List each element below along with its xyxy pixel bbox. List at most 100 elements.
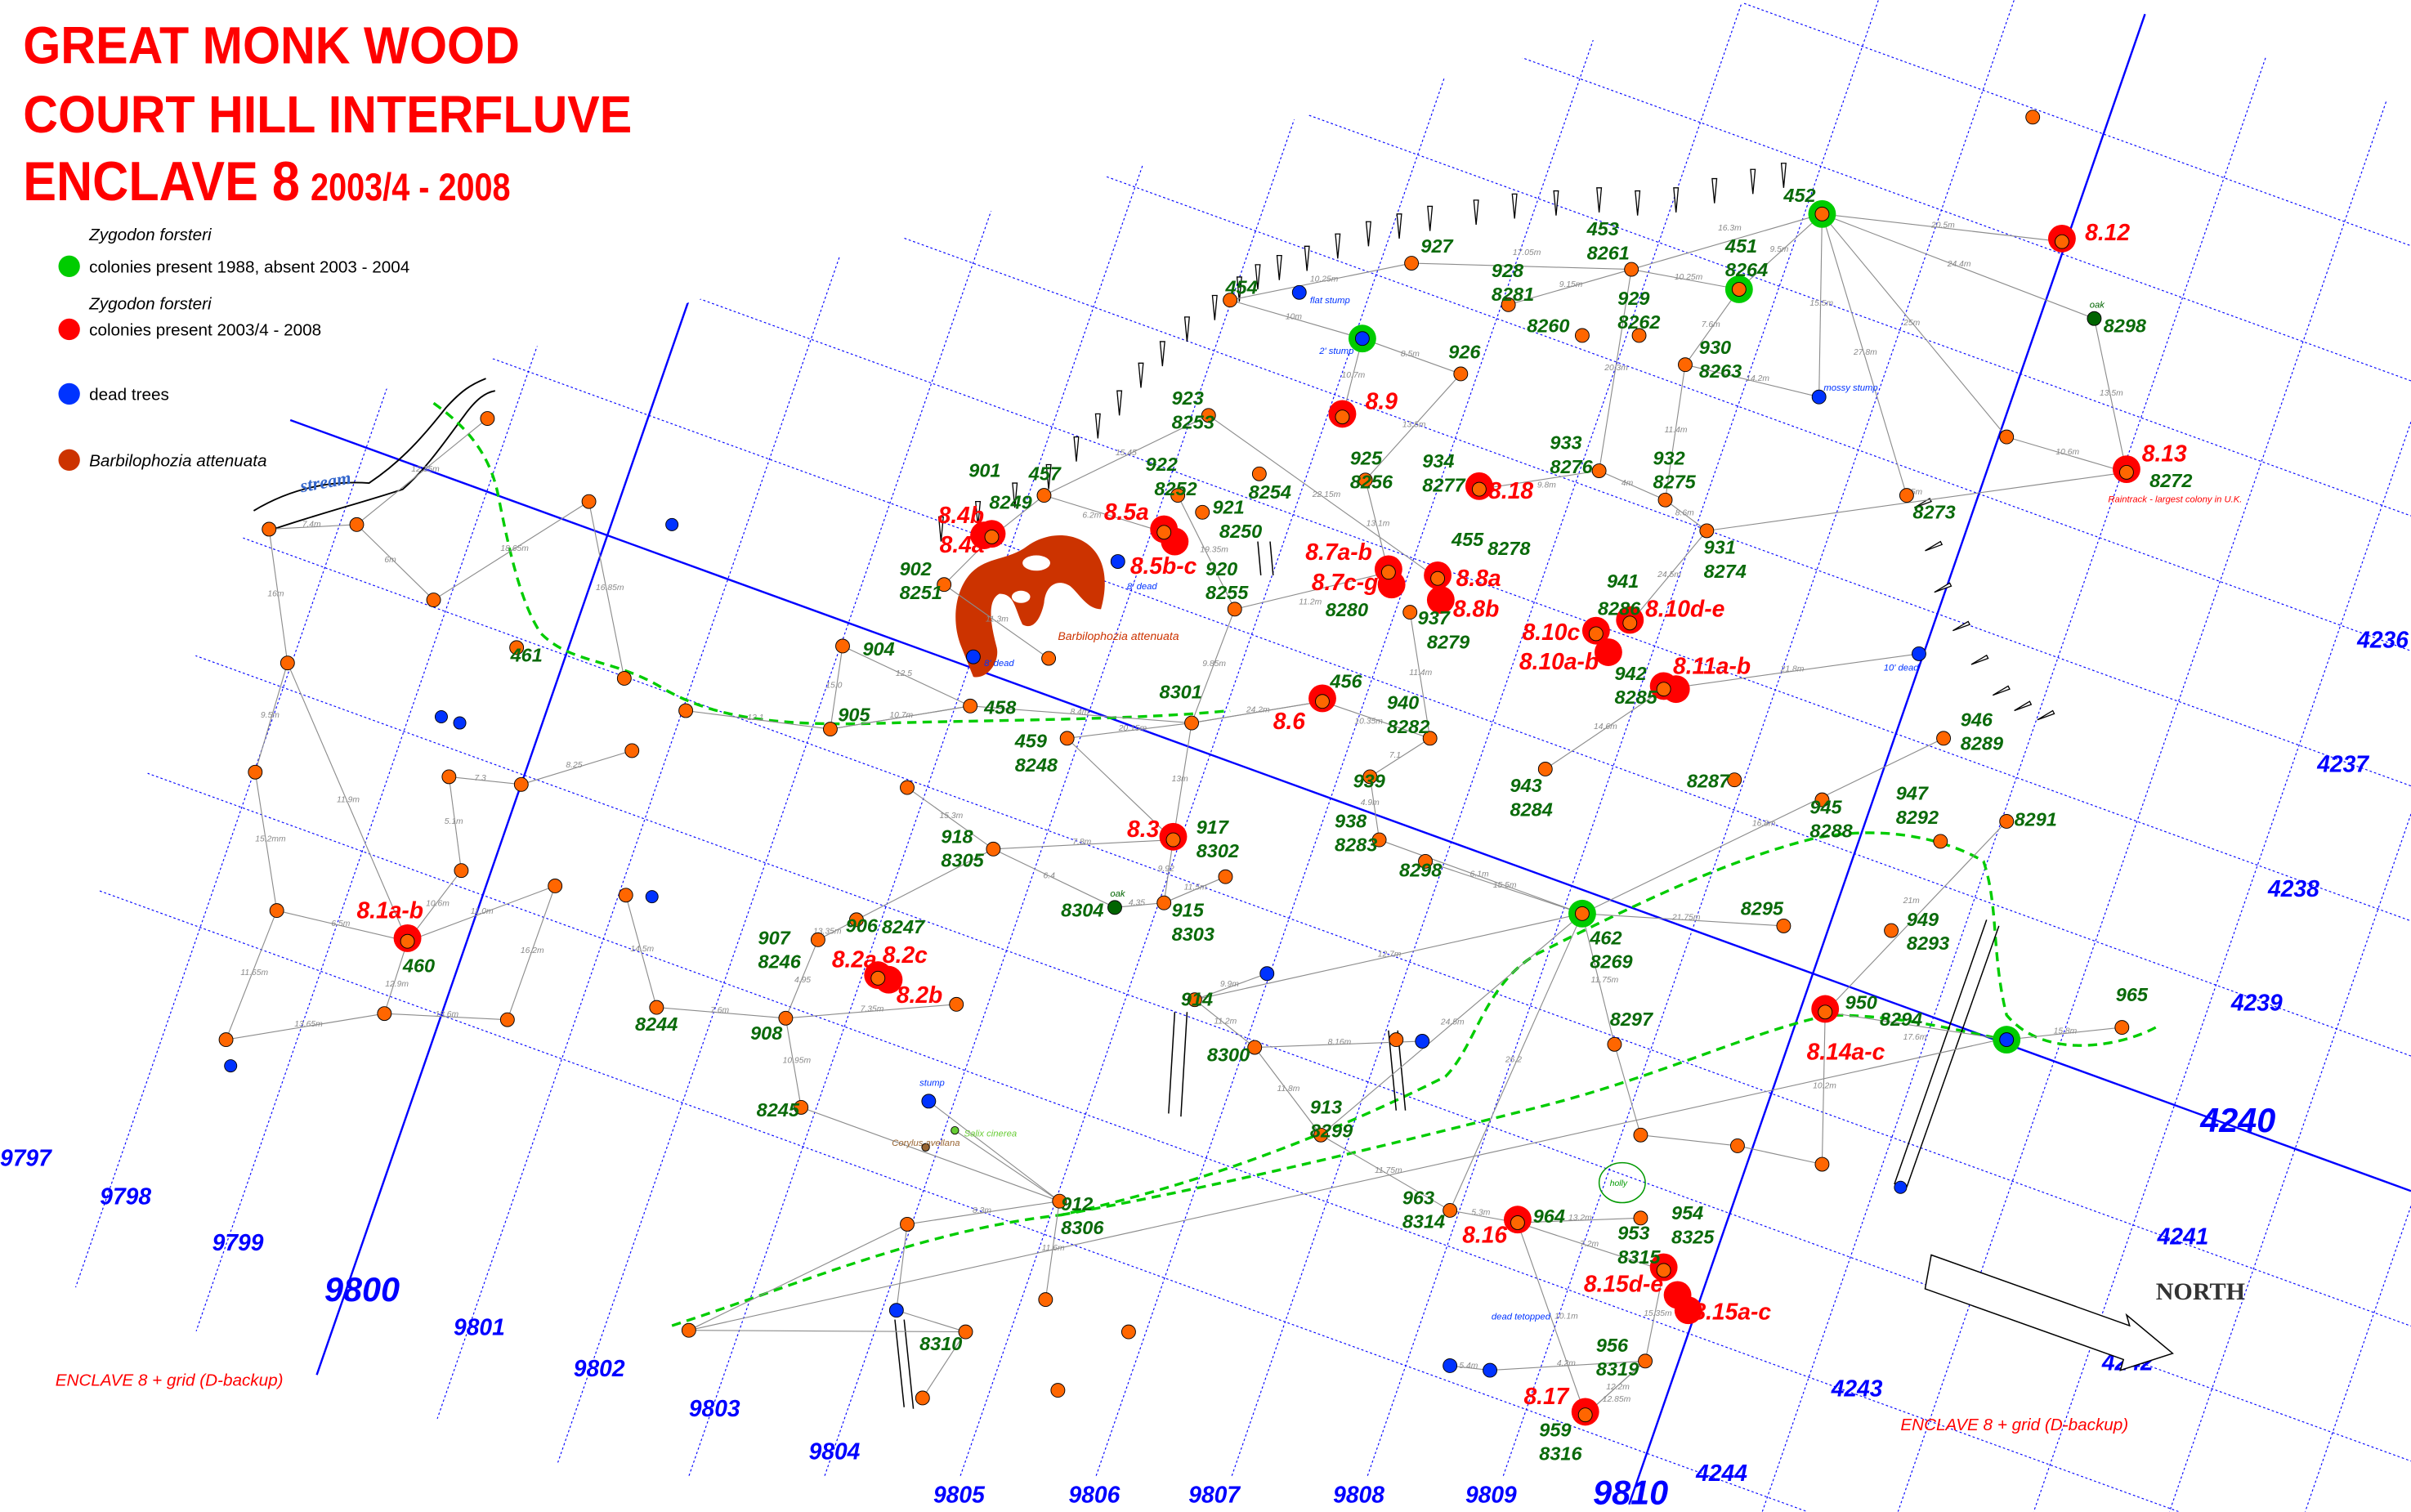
tree-939[interactable]: 939 (1353, 769, 1385, 792)
tree-453[interactable]: 453 8261 (1586, 218, 1639, 277)
stream-label: stream (297, 467, 352, 497)
distance-label: 15.3m (940, 812, 964, 821)
tree-point-91[interactable]: stump (919, 1079, 945, 1109)
tree-point-86[interactable]: dead tetopped (1483, 1313, 1551, 1378)
tree-8298[interactable]: 8298 oak (2087, 301, 2147, 337)
tree-452[interactable]: 452 (1783, 185, 1836, 228)
tree-point-29[interactable]: 8' dead (1110, 554, 1157, 592)
distance-label: 10.6m (426, 899, 450, 908)
tree-8254[interactable]: 8254 (1249, 466, 1291, 503)
tree-point-92[interactable]: Salix cinerea (951, 1125, 1017, 1139)
tree-8272[interactable]: 8272 8.13 Raintrack - largest colony in U.… (2108, 441, 2242, 505)
tree-point-76[interactable] (1259, 966, 1275, 982)
tree-908[interactable]: 908 (750, 1010, 794, 1044)
tree-927[interactable]: 927 (1404, 235, 1454, 271)
tree-456[interactable]: 456 8.6 (1273, 670, 1363, 734)
tree-8300[interactable]: 8300 (1207, 1040, 1263, 1065)
tree-8.2a[interactable]: 8.2a 8.2c 8.2b (832, 942, 942, 1008)
tree-8310[interactable]: 8310 (919, 1324, 973, 1354)
tree-8260[interactable]: 8260 (1527, 315, 1590, 343)
tree-907[interactable]: 907 8246 (758, 927, 825, 973)
tree-8.12[interactable]: 8.12 (2047, 219, 2130, 253)
tree-8.9[interactable]: 8.9 (1328, 388, 1398, 428)
tree-904[interactable]: 904 (835, 638, 895, 660)
tree-point-61[interactable] (1993, 1026, 2021, 1054)
tree-point-87[interactable] (1443, 1358, 1458, 1373)
tree-460[interactable]: 460 8.1a-b (356, 897, 435, 976)
tree-457[interactable]: 457 (1028, 463, 1062, 503)
tree-964[interactable]: 964 8.16 (1462, 1206, 1565, 1247)
tree-914[interactable]: 914 (1181, 989, 1213, 1010)
tree-920[interactable]: 920 8255 (1206, 558, 1249, 617)
tree-942[interactable]: 942 8285 8.11a-b (1614, 652, 1751, 708)
tree-949[interactable]: 949 8293 (1884, 909, 1950, 954)
tree-906[interactable]: 906 8247 (846, 912, 925, 937)
tree-point-93[interactable]: Corylus avellana (892, 1138, 959, 1152)
tree-461[interactable]: 461 (509, 640, 543, 665)
tree-913[interactable]: 913 8299 (1310, 1096, 1353, 1143)
tree-938[interactable]: 938 8283 (1335, 810, 1387, 856)
tree-point-90[interactable] (888, 1303, 904, 1318)
tree-965[interactable]: 965 (2114, 984, 2149, 1035)
tree-963[interactable]: 963 8314 (1402, 1187, 1458, 1232)
tree-8.10c[interactable]: 8.10c 8.10a-b (1519, 616, 1622, 674)
tree-8297[interactable]: 8297 (1607, 1009, 1653, 1052)
tree-8244[interactable]: 8244 (635, 1000, 678, 1035)
tree-point-10[interactable]: flat stump (1291, 284, 1350, 306)
tree-922[interactable]: 922 8252 (1146, 454, 1197, 503)
distance-label: 9.15m (1559, 280, 1583, 289)
tree-926[interactable]: 926 (1448, 342, 1481, 382)
tree-8.5a[interactable]: 8.5a 8.5b-c (1104, 499, 1197, 579)
tree-928[interactable]: 928 8281 (1492, 260, 1534, 312)
tree-8295[interactable]: 8295 (1741, 898, 1791, 933)
tree-931[interactable]: 931 8274 (1699, 523, 1747, 582)
tree-8304[interactable]: 8304 oak (1061, 889, 1126, 920)
tree-947[interactable]: 947 8292 (1896, 783, 1948, 849)
tree-8301[interactable]: 8301 (1160, 681, 1202, 731)
tree-941[interactable]: 941 8286 8.10d-e (1598, 570, 1724, 634)
tree-8280[interactable]: 8280 8.7a-b 8.7c-g (1305, 539, 1406, 620)
measurement-line (1379, 839, 1583, 915)
tree-8273[interactable]: 8273 (1899, 488, 1956, 523)
tree-925[interactable]: 925 8256 (1350, 447, 1393, 492)
tree-954[interactable]: 954 8325 (1633, 1202, 1715, 1247)
tree-915[interactable]: 915 8303 (1156, 895, 1214, 945)
tree-454[interactable]: 454 (1223, 277, 1258, 308)
tree-8245[interactable]: 8245 (757, 1099, 809, 1121)
tree-462[interactable]: 462 8269 (1568, 899, 1633, 973)
tree-905[interactable]: 905 (823, 705, 870, 737)
tree-921[interactable]: 921 8250 (1195, 497, 1262, 542)
tree-point-24[interactable]: mossy stump (1811, 383, 1878, 405)
tree-point-41[interactable]: 8' dead (965, 649, 1014, 669)
tree-8298[interactable]: 8298 (1399, 853, 1443, 881)
tree-902[interactable]: 902 8251 (900, 558, 952, 603)
tree-8291[interactable]: 8291 (1999, 809, 2057, 830)
tree-932[interactable]: 932 8275 (1653, 447, 1697, 508)
tree-point-78[interactable] (1415, 1034, 1430, 1049)
tree-8287[interactable]: 8287 (1687, 771, 1742, 792)
tree-point-23[interactable]: 10' dead (1884, 646, 1926, 673)
tree-458[interactable]: 458 (963, 696, 1018, 718)
tree-point-9[interactable]: 2' stump (1318, 324, 1376, 356)
tree-455[interactable]: 455 8278 8.8a 8.8b (1424, 529, 1531, 622)
tree-945[interactable]: 945 8288 (1809, 792, 1854, 842)
